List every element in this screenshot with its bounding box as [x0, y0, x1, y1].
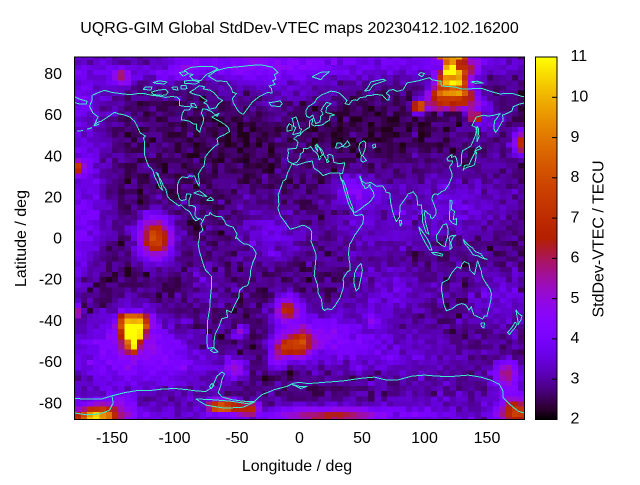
- svg-text:0: 0: [53, 231, 62, 248]
- svg-text:-20: -20: [39, 272, 62, 289]
- svg-text:20: 20: [44, 190, 62, 207]
- svg-text:150: 150: [474, 430, 501, 447]
- svg-text:40: 40: [44, 149, 62, 166]
- svg-text:-40: -40: [39, 313, 62, 330]
- svg-text:10: 10: [571, 89, 589, 106]
- svg-text:4: 4: [571, 330, 580, 347]
- svg-text:7: 7: [571, 209, 580, 226]
- svg-text:-60: -60: [39, 354, 62, 371]
- svg-text:80: 80: [44, 66, 62, 83]
- svg-text:9: 9: [571, 129, 580, 146]
- svg-text:UQRG-GIM Global StdDev-VTEC ma: UQRG-GIM Global StdDev-VTEC maps 2023041…: [80, 20, 519, 37]
- svg-text:Longitude / deg: Longitude / deg: [242, 458, 352, 475]
- svg-text:-100: -100: [158, 430, 190, 447]
- svg-text:-150: -150: [96, 430, 128, 447]
- svg-text:50: 50: [353, 430, 371, 447]
- svg-text:5: 5: [571, 290, 580, 307]
- svg-text:0: 0: [295, 430, 304, 447]
- svg-text:StdDev-VTEC / TECU: StdDev-VTEC / TECU: [591, 160, 608, 317]
- svg-text:6: 6: [571, 250, 580, 267]
- svg-text:60: 60: [44, 107, 62, 124]
- svg-text:2: 2: [571, 411, 580, 428]
- svg-text:-50: -50: [225, 430, 248, 447]
- svg-text:100: 100: [411, 430, 438, 447]
- svg-text:-80: -80: [39, 395, 62, 412]
- svg-text:3: 3: [571, 370, 580, 387]
- svg-text:11: 11: [571, 48, 588, 65]
- svg-text:8: 8: [571, 169, 580, 186]
- svg-text:Latitude / deg: Latitude / deg: [13, 190, 30, 287]
